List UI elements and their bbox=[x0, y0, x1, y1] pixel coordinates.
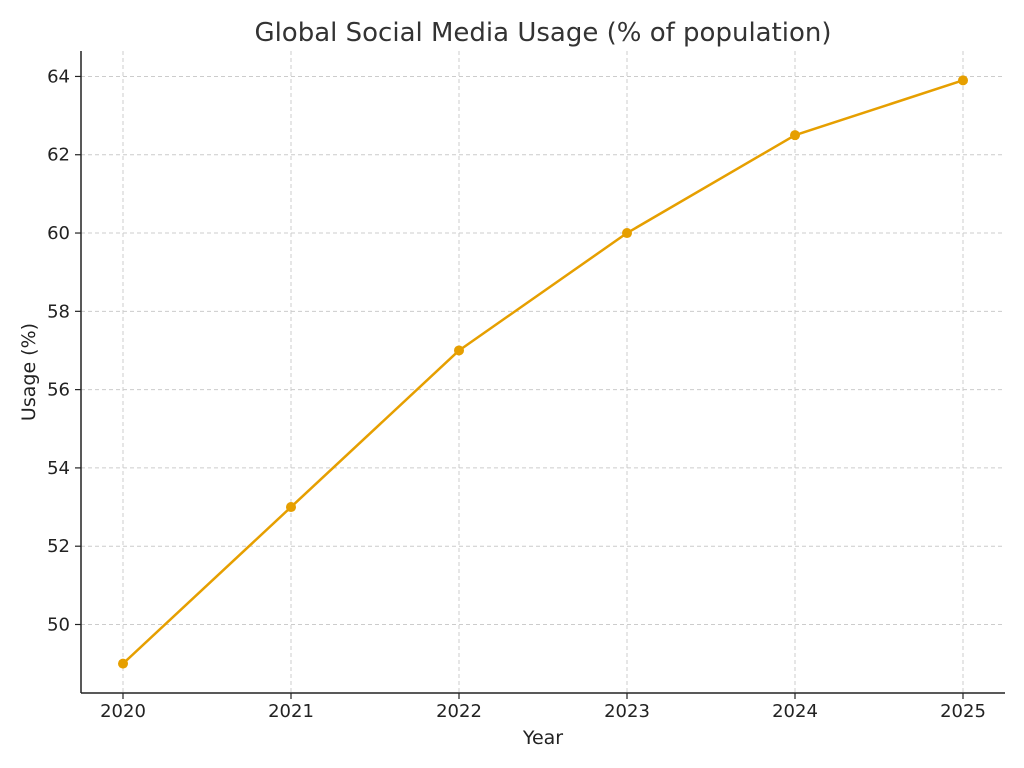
y-tick-label: 58 bbox=[47, 301, 70, 322]
x-tick-label: 2023 bbox=[604, 701, 650, 722]
x-tick-label: 2025 bbox=[940, 701, 986, 722]
x-tick-label: 2022 bbox=[436, 701, 482, 722]
data-point bbox=[790, 130, 800, 141]
series-line bbox=[121, 79, 965, 665]
series-layer bbox=[118, 75, 968, 669]
data-point bbox=[454, 345, 464, 356]
data-point bbox=[622, 228, 632, 239]
x-axis-label: Year bbox=[522, 727, 563, 749]
data-point bbox=[958, 75, 968, 86]
axes bbox=[80, 51, 1005, 694]
y-tick-label: 62 bbox=[47, 145, 70, 166]
tick-labels: 2020 2021 2022 2023 2024 2025 50 52 54 56 58 60 62 64 bbox=[47, 66, 986, 722]
y-tick-label: 50 bbox=[47, 614, 70, 635]
y-tick-label: 52 bbox=[47, 536, 70, 557]
y-axis-label: Usage (%) bbox=[18, 323, 40, 421]
x-tick-label: 2024 bbox=[772, 701, 818, 722]
x-tick-label: 2021 bbox=[268, 701, 314, 722]
y-tick-label: 64 bbox=[47, 66, 70, 87]
data-point bbox=[286, 502, 296, 513]
x-tick-label: 2020 bbox=[100, 701, 146, 722]
y-tick-label: 54 bbox=[47, 458, 70, 479]
grid-lines bbox=[81, 51, 1005, 693]
chart-title: Global Social Media Usage (% of populati… bbox=[254, 18, 831, 48]
y-tick-label: 56 bbox=[47, 380, 70, 401]
y-tick-label: 60 bbox=[47, 223, 70, 244]
data-point bbox=[118, 658, 128, 669]
